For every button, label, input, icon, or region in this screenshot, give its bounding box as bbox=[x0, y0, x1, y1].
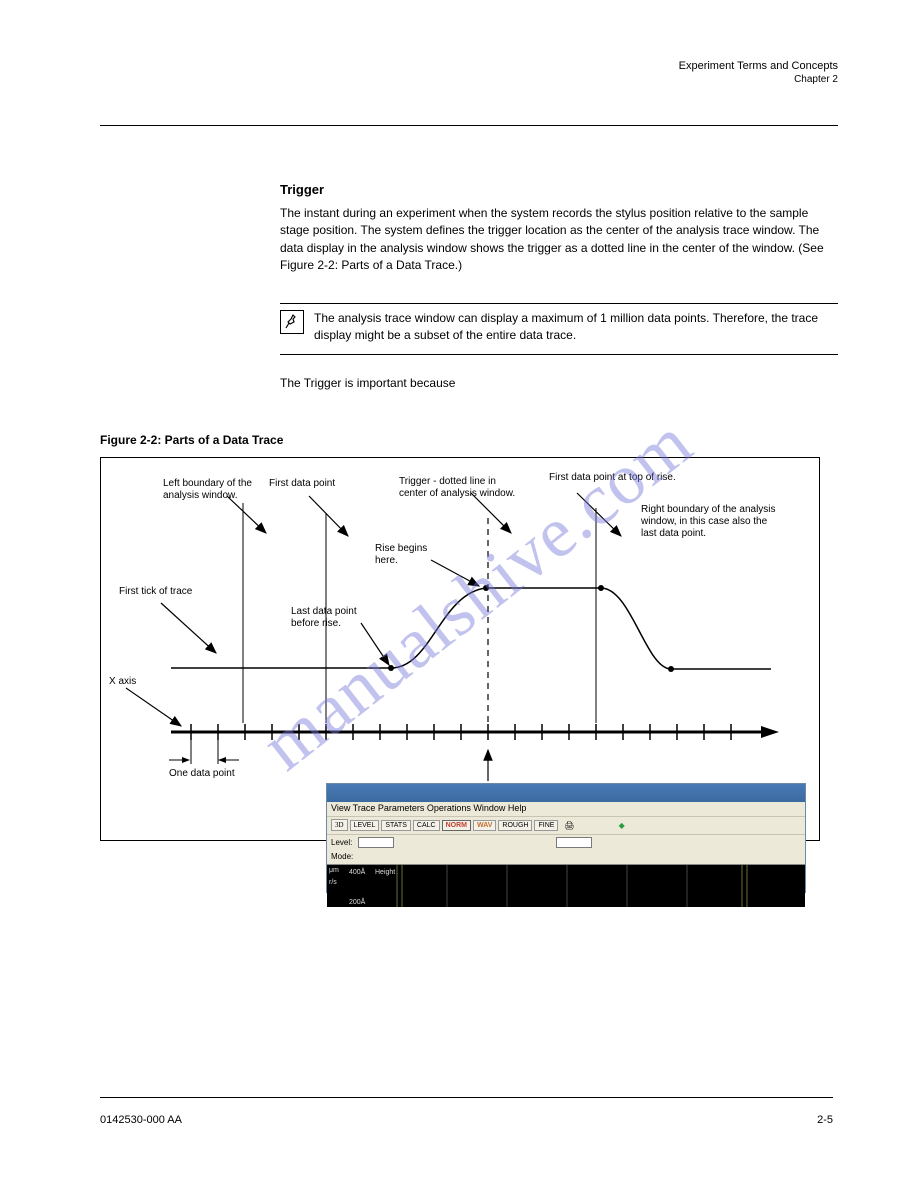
section-title: Trigger bbox=[280, 182, 838, 197]
toolbar-3d-button[interactable]: 3D bbox=[331, 819, 348, 831]
toolbar-norm-button[interactable]: NORM bbox=[442, 820, 471, 831]
figure-box: Left boundary of the analysis window. Fi… bbox=[100, 457, 820, 841]
window-title-bar bbox=[327, 784, 805, 802]
note-text: The analysis trace window can display a … bbox=[314, 310, 838, 345]
label-x-axis: X axis bbox=[109, 676, 136, 688]
header-rule bbox=[100, 125, 838, 126]
toolbar-level-button[interactable]: LEVEL bbox=[350, 820, 380, 831]
window-toolbar: 3D LEVEL STATS CALC NORM WAV ROUGH FINE … bbox=[327, 817, 805, 835]
data-trace-curve bbox=[171, 588, 771, 669]
label-first-point-up: First data point at top of rise. bbox=[549, 472, 684, 484]
header-topic: Experiment Terms and Concepts bbox=[100, 60, 838, 72]
page-container: Experiment Terms and Concepts Chapter 2 … bbox=[0, 0, 918, 841]
label-first-tick: First tick of trace bbox=[119, 586, 199, 598]
label-last-point-rise: Last data point before rise. bbox=[291, 606, 381, 630]
toolbar-rough-button[interactable]: ROUGH bbox=[498, 820, 532, 831]
footer-rule bbox=[100, 1097, 833, 1098]
label-right-boundary-1: Right boundary of the analysis bbox=[641, 504, 776, 516]
label-left-boundary: Left boundary of the analysis window. bbox=[163, 478, 253, 502]
toolbar-wav-button[interactable]: WAV bbox=[473, 820, 496, 831]
x-axis-group bbox=[171, 724, 779, 740]
level-row: Level: bbox=[327, 835, 805, 850]
level-field[interactable] bbox=[358, 837, 394, 848]
mode-row: Mode: bbox=[327, 850, 805, 865]
label-right-boundary-2: window, in this case also the bbox=[641, 516, 767, 528]
level-label: Level: bbox=[331, 838, 352, 847]
label-first-data-point: First data point bbox=[269, 478, 339, 490]
label-one-data-point: One data point bbox=[169, 768, 235, 780]
label-trigger: Trigger - dotted line in center of analy… bbox=[399, 476, 519, 500]
footer-page-num: 2-5 bbox=[817, 1114, 833, 1126]
note-block: The analysis trace window can display a … bbox=[280, 304, 838, 355]
analysis-window-screenshot: View Trace Parameters Operations Window … bbox=[326, 783, 806, 893]
trace-display-area: μm r/s 400Å 200Å Height bbox=[327, 865, 805, 907]
section-para-2: The Trigger is important because bbox=[280, 375, 838, 392]
toolbar-stats-button[interactable]: STATS bbox=[381, 820, 411, 831]
pushpin-icon bbox=[280, 310, 304, 334]
label-rise-begins: Rise begins here. bbox=[375, 543, 445, 567]
print-icon[interactable]: 🖨 bbox=[564, 821, 574, 830]
level-field-2[interactable] bbox=[556, 837, 592, 848]
window-menu-bar[interactable]: View Trace Parameters Operations Window … bbox=[327, 802, 805, 817]
mode-label: Mode: bbox=[331, 852, 353, 861]
figure-label: Figure 2-2: Parts of a Data Trace bbox=[100, 433, 838, 447]
toolbar-calc-button[interactable]: CALC bbox=[413, 820, 440, 831]
section-para-1: The instant during an experiment when th… bbox=[280, 205, 838, 275]
toolbar-green-icon[interactable]: ◆ bbox=[619, 821, 625, 830]
toolbar-fine-button[interactable]: FINE bbox=[534, 820, 558, 831]
footer-docnum: 0142530-000 AA bbox=[100, 1114, 182, 1126]
label-right-boundary-3: last data point. bbox=[641, 528, 706, 540]
header-chapter: Chapter 2 bbox=[100, 74, 838, 85]
